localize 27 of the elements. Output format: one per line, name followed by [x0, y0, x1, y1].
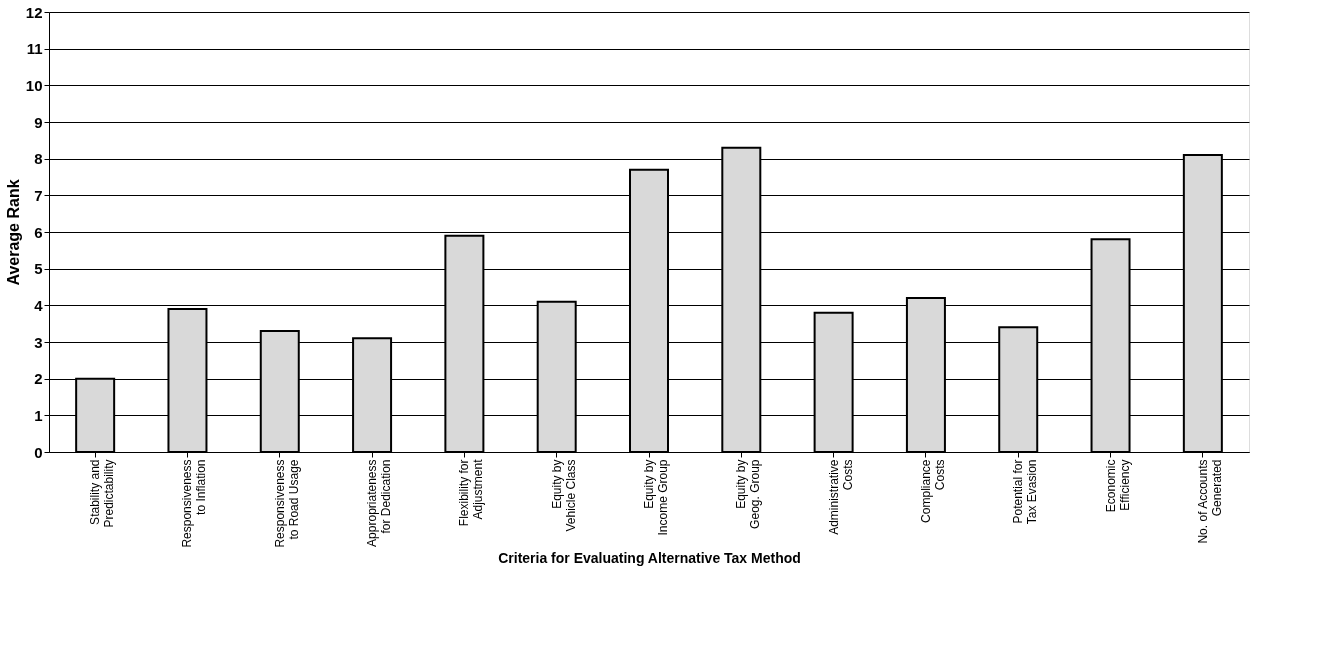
y-tick-label: 2 [34, 370, 43, 388]
x-tick-label: Administrative Costs [826, 459, 855, 535]
y-tick-label: 0 [34, 443, 43, 461]
x-tick-label: Equity by Geog. Group [734, 459, 763, 529]
y-tick-label: 12 [25, 3, 43, 21]
x-tick-label: Flexibility for Adjustment [457, 458, 486, 527]
y-tick-label: 8 [34, 150, 43, 168]
x-tick-label: Equity by Vehicle Class [549, 459, 578, 532]
y-tick-label: 7 [34, 186, 43, 204]
y-tick-label: 9 [34, 113, 43, 131]
y-tick-label: 11 [26, 40, 43, 58]
x-tick-label: Responsiveness to Inflation [180, 459, 209, 548]
x-tick-label: Appropriateness for Dedication [365, 459, 394, 547]
y-tick-label: 1 [34, 406, 43, 424]
x-tick-label: No. of Accounts Generated [1195, 459, 1224, 544]
x-tick-label: Compliance Costs [918, 459, 947, 523]
y-axis-title: Average Rank [4, 179, 22, 286]
x-tick-label: Equity by Income Group [642, 459, 670, 536]
y-tick-label: 10 [25, 76, 43, 94]
x-axis-title: Criteria for Evaluating Alternative Tax Method [498, 549, 801, 566]
y-tick-label: 6 [34, 223, 43, 241]
y-tick-label: 4 [34, 296, 44, 314]
y-tick-label: 3 [34, 333, 43, 351]
x-tick-label: Potential for Tax Evasion [1011, 459, 1040, 525]
y-tick-label: 5 [34, 260, 43, 278]
x-tick-label: Economic Efficiency [1103, 459, 1132, 513]
x-tick-label: Stability and Predictability [88, 459, 117, 528]
